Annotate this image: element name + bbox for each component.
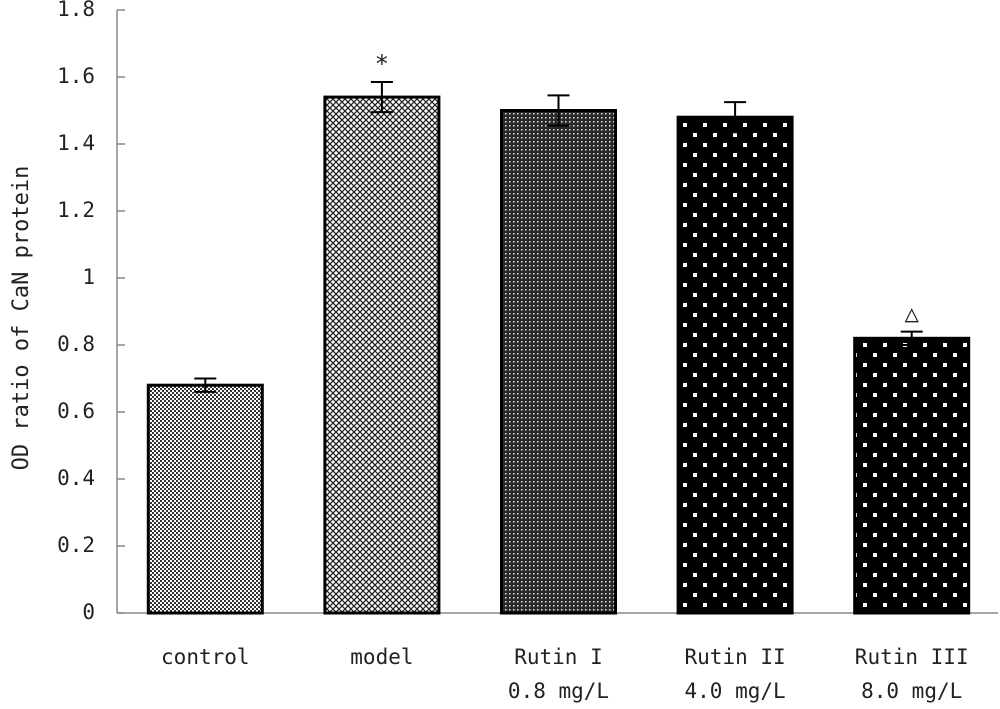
x-tick-label: Rutin I [514,645,603,669]
bar [323,95,441,615]
y-axis-title: OD ratio of CaN protein [9,166,34,471]
y-tick-label: 1.4 [57,131,95,155]
y-tick-label: 1 [82,265,95,289]
bar [500,109,617,615]
x-tick-label: model [350,645,413,669]
x-tick-label-dose: 8.0 mg/L [861,679,962,703]
y-tick-label: 0.4 [57,466,95,490]
y-ticks: 0 0.2 0.4 0.6 0.8 1 1.2 1.4 1.6 1.8 [57,0,125,624]
y-tick-label: 0.2 [57,533,95,557]
bar [853,336,971,615]
x-tick-label: Rutin II [685,645,786,669]
x-labels: control model Rutin I 0.8 mg/L Rutin II 4.0 m… [161,645,969,703]
bars [146,95,971,615]
annotations: *△ [375,50,920,328]
bar [676,115,794,615]
bar [146,383,264,615]
y-tick-label: 0.6 [57,399,95,423]
y-tick-label: 0.8 [57,332,95,356]
y-tick-label: 0 [82,600,95,624]
x-tick-label: control [161,645,250,669]
y-tick-label: 1.6 [57,64,95,88]
significance-marker: △ [904,300,919,328]
y-tick-label: 1.8 [57,0,95,21]
significance-marker: * [375,50,389,78]
x-tick-label: Rutin III [855,645,969,669]
error-bars [194,81,923,393]
x-tick-label-dose: 4.0 mg/L [685,679,786,703]
x-tick-label-dose: 0.8 mg/L [508,679,609,703]
y-tick-label: 1.2 [57,198,95,222]
